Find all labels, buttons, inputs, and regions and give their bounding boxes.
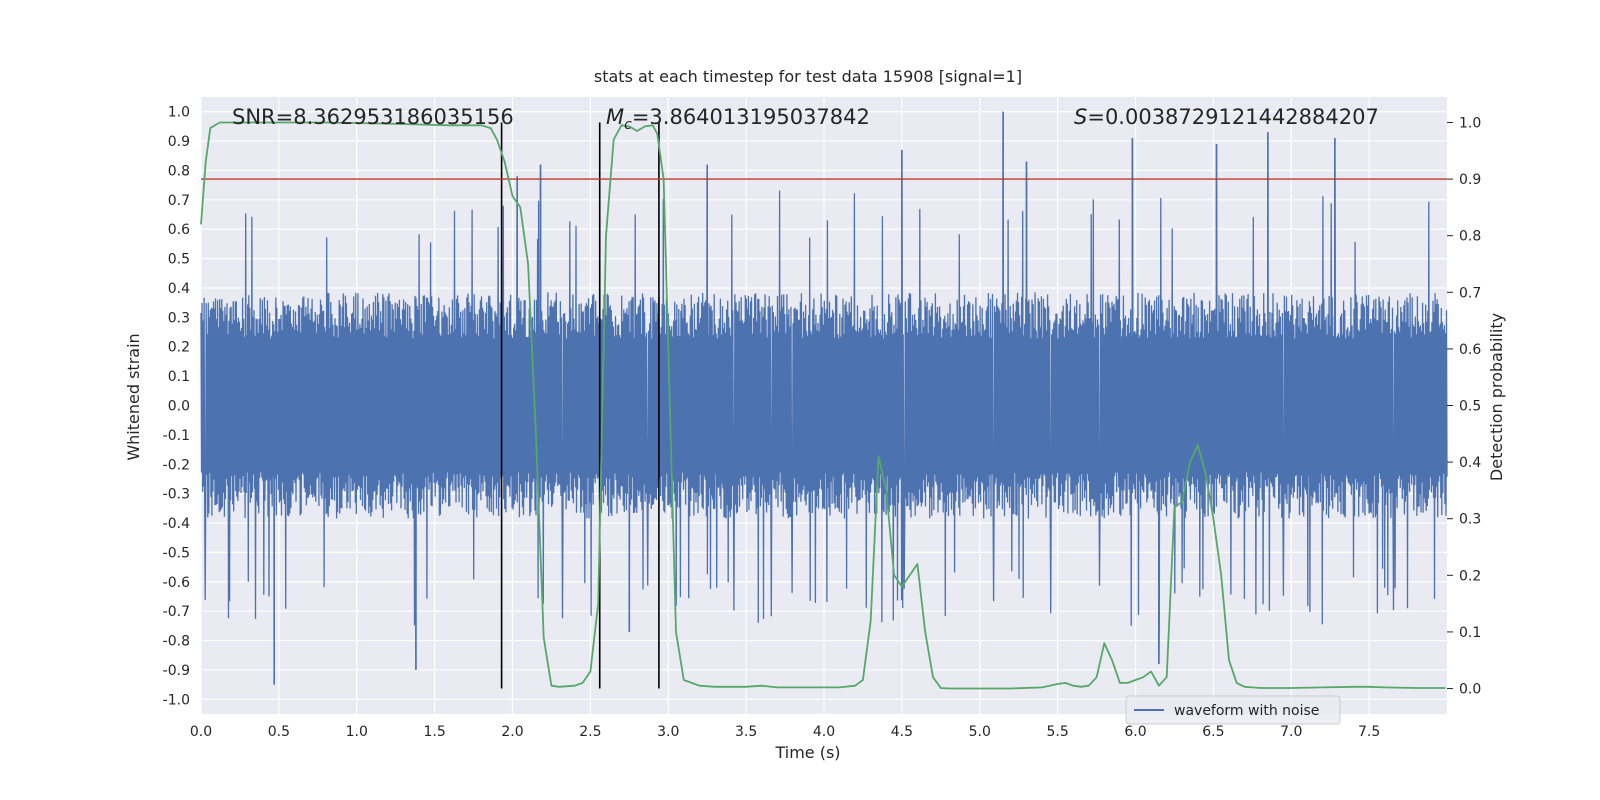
- s-value: =0.0038729121442884207: [1087, 105, 1379, 129]
- chart-title: stats at each timestep for test data 159…: [594, 67, 1022, 86]
- y-tick-label: -0.1: [163, 428, 190, 444]
- y-tick-label: 0.7: [168, 193, 190, 209]
- x-tick-label: 7.5: [1358, 724, 1380, 740]
- x-tick-label: 4.0: [813, 724, 835, 740]
- x-tick-label: 3.5: [735, 724, 757, 740]
- y-tick-label: 0.8: [168, 163, 190, 179]
- x-tick-label: 3.0: [657, 724, 679, 740]
- vertical-markers: [500, 122, 660, 689]
- x-tick-label: 6.0: [1124, 724, 1146, 740]
- x-tick-label: 1.5: [423, 724, 445, 740]
- y-tick-label: 0.3: [168, 310, 190, 326]
- y2-axis-ticks: 1.0 0.9 0.8 0.7 0.6 0.5 0.4 0.3 0.2 0.1 0.0: [1447, 115, 1481, 698]
- y2-tick-label: 0.8: [1459, 229, 1481, 245]
- x-tick-label: 6.5: [1202, 724, 1224, 740]
- probability-series: [200, 121, 1446, 690]
- y-tick-label: 0.1: [168, 369, 190, 385]
- mc-annotation: Mc=3.864013195037842: [606, 105, 870, 133]
- y-tick-label: -1.0: [163, 692, 190, 708]
- snr-annotation: SNR=8.362953186035156: [232, 105, 514, 129]
- y-tick-label: 0.2: [168, 340, 190, 356]
- y2-axis-label: Detection probability: [1487, 313, 1506, 481]
- s-annotation: S=0.0038729121442884207: [1074, 105, 1379, 129]
- y-tick-label: 1.0: [168, 105, 190, 121]
- probability-line: [200, 121, 1446, 690]
- s-symbol: S: [1074, 105, 1087, 129]
- y2-tick-label: 0.7: [1459, 285, 1481, 301]
- waveform-series: [200, 111, 1448, 685]
- y2-tick-label: 0.5: [1459, 399, 1481, 415]
- legend-label: waveform with noise: [1174, 703, 1319, 719]
- mc-symbol: M: [606, 105, 624, 129]
- x-axis-ticks: 0.0 0.5 1.0 1.5 2.0 2.5 3.0 3.5 4.0 4.5 5.0 5.5 6.0 6…: [190, 724, 1380, 740]
- y-tick-label: -0.7: [163, 604, 190, 620]
- y-tick-label: 0.0: [168, 399, 190, 415]
- y-tick-label: -0.5: [163, 545, 190, 561]
- mc-subscript: c: [624, 117, 632, 133]
- y-tick-label: -0.4: [163, 516, 190, 532]
- x-tick-label: 2.0: [501, 724, 523, 740]
- y-tick-label: 0.4: [168, 281, 190, 297]
- x-tick-label: 1.0: [346, 724, 368, 740]
- y2-tick-label: 0.9: [1459, 172, 1481, 188]
- mc-value: =3.864013195037842: [632, 105, 870, 129]
- y-tick-label: -0.6: [163, 575, 190, 591]
- y-tick-label: 0.6: [168, 222, 190, 238]
- y2-tick-label: 0.6: [1459, 342, 1481, 358]
- y-tick-label: -0.8: [163, 634, 190, 650]
- y-axis-label: Whitened strain: [124, 333, 143, 460]
- x-tick-label: 0.5: [268, 724, 290, 740]
- y2-tick-label: 1.0: [1459, 115, 1481, 131]
- y-tick-label: 0.9: [168, 134, 190, 150]
- x-tick-label: 5.0: [969, 724, 991, 740]
- y2-tick-label: 0.2: [1459, 568, 1481, 584]
- y2-tick-label: 0.0: [1459, 682, 1481, 698]
- y2-tick-label: 0.3: [1459, 512, 1481, 528]
- x-tick-label: 2.5: [579, 724, 601, 740]
- y-tick-label: -0.3: [163, 487, 190, 503]
- y-tick-label: 0.5: [168, 252, 190, 268]
- x-tick-label: 4.5: [891, 724, 913, 740]
- legend: waveform with noise: [1125, 695, 1341, 725]
- y-tick-label: -0.2: [163, 457, 190, 473]
- y-axis-ticks: 1.0 0.9 0.8 0.7 0.6 0.5 0.4 0.3 0.2 0.1 0.0 -0.1 -0.…: [163, 105, 190, 709]
- x-tick-label: 7.0: [1280, 724, 1302, 740]
- x-tick-label: 0.0: [190, 724, 212, 740]
- y-tick-label: -0.9: [163, 663, 190, 679]
- legend-box: [1125, 695, 1341, 725]
- x-axis-label: Time (s): [774, 743, 840, 762]
- waveform-line: [200, 111, 1448, 685]
- x-tick-label: 5.5: [1046, 724, 1068, 740]
- y2-tick-label: 0.4: [1459, 455, 1481, 471]
- y2-tick-label: 0.1: [1459, 625, 1481, 641]
